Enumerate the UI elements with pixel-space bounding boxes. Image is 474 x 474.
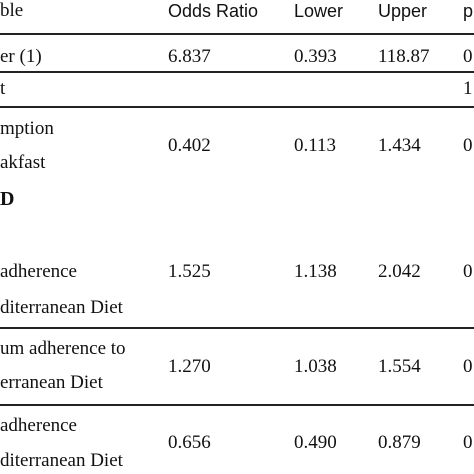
row-p: 0: [463, 46, 473, 67]
row-odds-ratio: 6.837: [168, 46, 211, 67]
header-p: p: [463, 1, 474, 21]
row-label-line: adherence: [0, 261, 77, 282]
row-label-line: diterranean Diet: [0, 450, 123, 471]
row-p: 0: [463, 261, 473, 282]
row-lower: 0.393: [294, 46, 337, 67]
row-label: t: [0, 78, 6, 99]
row-p: 1: [463, 78, 473, 99]
row-lower: 0.490: [294, 432, 337, 453]
section-heading: D: [0, 188, 15, 210]
row-odds-ratio: 0.402: [168, 135, 211, 156]
row-label-line: adherence: [0, 415, 77, 436]
row-odds-ratio: 1.270: [168, 356, 211, 377]
row-upper: 0.879: [378, 432, 421, 453]
row-upper: 1.554: [378, 356, 421, 377]
row-rule: [0, 106, 474, 108]
row-label-line: diterranean Diet: [0, 297, 123, 318]
row-label-line: mption: [0, 118, 54, 139]
row-p: 0: [463, 135, 473, 156]
row-rule: [0, 71, 474, 73]
row-lower: 1.138: [294, 261, 337, 282]
row-label: er (1): [0, 46, 42, 67]
header-rule: [0, 33, 474, 35]
row-p: 0: [463, 356, 473, 377]
row-upper: 1.434: [378, 135, 421, 156]
row-rule: [0, 404, 474, 406]
row-lower: 1.038: [294, 356, 337, 377]
row-label-line: um adherence to: [0, 338, 126, 359]
row-upper: 118.87: [378, 46, 430, 67]
row-odds-ratio: 0.656: [168, 432, 211, 453]
row-p: 0: [463, 432, 473, 453]
header-variable: ble: [0, 0, 24, 21]
row-label-line: erranean Diet: [0, 372, 103, 393]
row-label-line: akfast: [0, 152, 46, 173]
row-rule: [0, 327, 474, 329]
header-upper: Upper: [378, 1, 428, 21]
header-lower: Lower: [294, 1, 344, 21]
row-lower: 0.113: [294, 135, 337, 156]
row-upper: 2.042: [378, 261, 421, 282]
row-odds-ratio: 1.525: [168, 261, 211, 282]
header-odds-ratio: Odds Ratio: [168, 1, 259, 21]
